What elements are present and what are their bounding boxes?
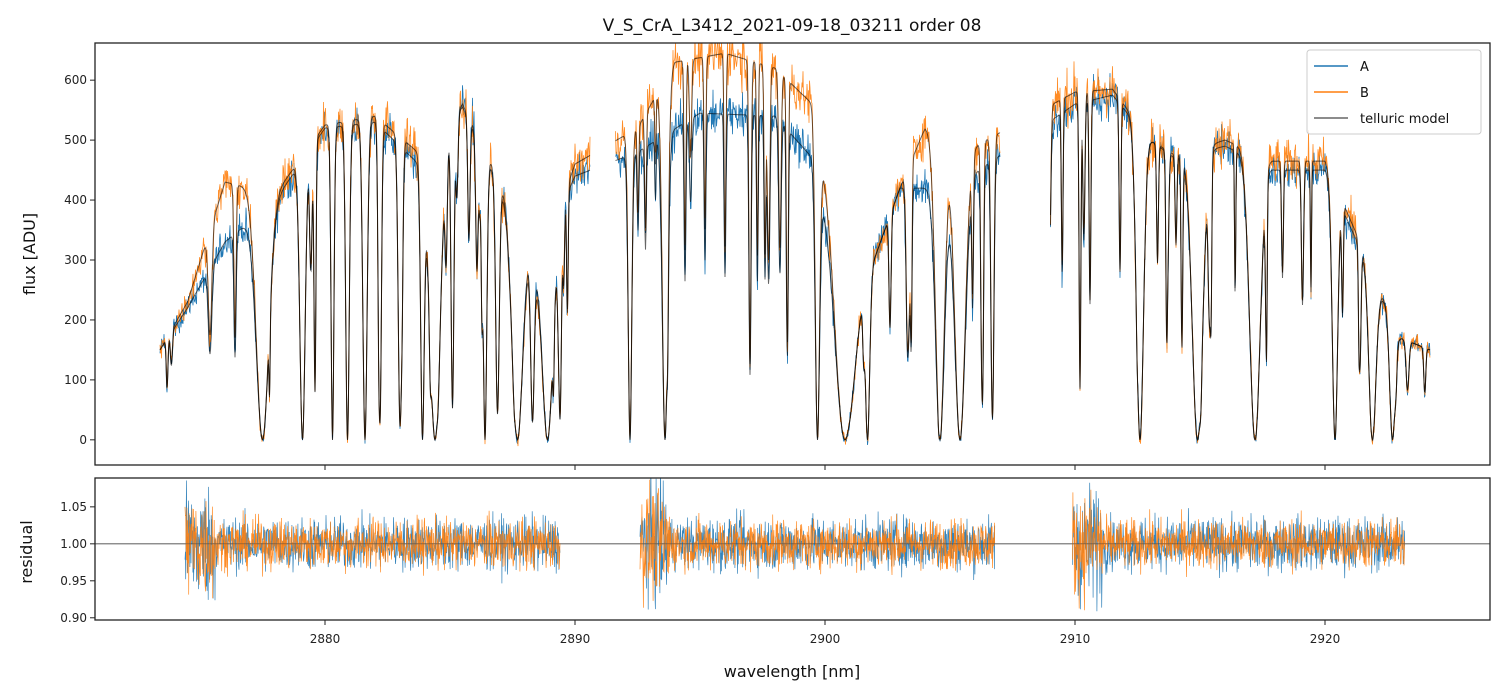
series-a-line <box>159 73 1431 446</box>
y-tick-label: 500 <box>64 133 87 147</box>
y-tick-label: 400 <box>64 193 87 207</box>
residual-axes: 0.90 0.95 1.00 1.05 2880 2890 2900 2910 2920 re… <box>17 477 1491 681</box>
legend-label-model: telluric model <box>1360 112 1449 127</box>
chart-title: V_S_CrA_L3412_2021-09-18_03211 order 08 <box>603 16 982 36</box>
residual-y-tick-label: 0.95 <box>60 574 87 588</box>
x-axis-label: wavelength [nm] <box>724 662 861 681</box>
y-tick-label: 300 <box>64 253 87 267</box>
x-tick-label: 2900 <box>810 632 841 646</box>
residual-y-tick-label: 1.05 <box>60 500 87 514</box>
legend-label-b: B <box>1360 86 1369 101</box>
x-tick-label: 2920 <box>1310 632 1341 646</box>
x-tick-label: 2910 <box>1060 632 1091 646</box>
legend: A B telluric model <box>1306 49 1482 135</box>
x-tick-label: 2880 <box>310 632 341 646</box>
y-tick-label: 0 <box>79 433 87 447</box>
y-tick-label: 100 <box>64 373 87 387</box>
x-tick-label: 2890 <box>560 632 591 646</box>
residual-y-tick-label: 0.90 <box>60 611 87 625</box>
residual-b-line <box>184 479 1406 611</box>
residual-axes-frame <box>94 477 1491 621</box>
residual-y-label: residual <box>17 520 36 583</box>
y-tick-label: 200 <box>64 313 87 327</box>
flux-axes-frame <box>94 42 1491 466</box>
flux-y-label: flux [ADU] <box>20 213 39 295</box>
residual-y-tick-label: 1.00 <box>60 537 87 551</box>
y-tick-label: 600 <box>64 73 87 87</box>
flux-axes: 0 100 200 300 400 500 600 flux [ADU] A B tellu… <box>20 42 1491 470</box>
legend-label-a: A <box>1360 60 1369 75</box>
telluric-model-b-line <box>159 53 1431 442</box>
